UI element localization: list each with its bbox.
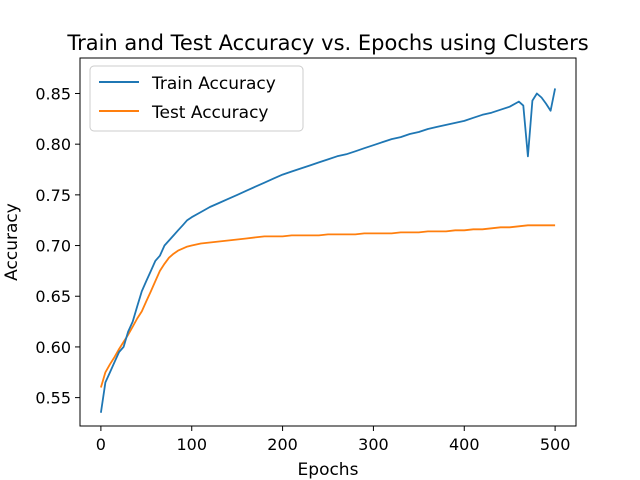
- x-tick-label: 300: [358, 435, 389, 454]
- y-tick-label: 0.55: [35, 389, 71, 408]
- y-tick-label: 0.85: [35, 84, 71, 103]
- x-tick-label: 100: [176, 435, 207, 454]
- x-tick-label: 500: [540, 435, 571, 454]
- x-tick-label: 0: [96, 435, 106, 454]
- legend-label-train: Train Accuracy: [151, 74, 276, 94]
- y-tick-label: 0.75: [35, 186, 71, 205]
- y-axis-label: Accuracy: [2, 203, 22, 281]
- legend-box: [89, 65, 304, 132]
- plot-area: [79, 57, 577, 427]
- series-line-test-accuracy: [100, 224, 556, 388]
- chart-title: Train and Test Accuracy vs. Epochs using…: [66, 31, 588, 55]
- x-tick-label: 200: [267, 435, 298, 454]
- y-tick-label: 0.80: [35, 135, 71, 154]
- series-line-train-accuracy: [100, 88, 556, 413]
- series-layer: [100, 88, 556, 413]
- y-tick-label: 0.65: [35, 287, 71, 306]
- x-axis: 0 100 200 300 400 500: [96, 426, 571, 454]
- legend: Train Accuracy Test Accuracy: [89, 65, 304, 132]
- y-tick-label: 0.60: [35, 338, 71, 357]
- y-tick-label: 0.70: [35, 237, 71, 256]
- y-axis: 0.55 0.60 0.65 0.70 0.75 0.80 0.85: [35, 84, 80, 408]
- x-axis-label: Epochs: [298, 460, 359, 480]
- x-tick-label: 400: [449, 435, 480, 454]
- legend-label-test: Test Accuracy: [151, 103, 269, 123]
- plot-frame: [79, 57, 577, 427]
